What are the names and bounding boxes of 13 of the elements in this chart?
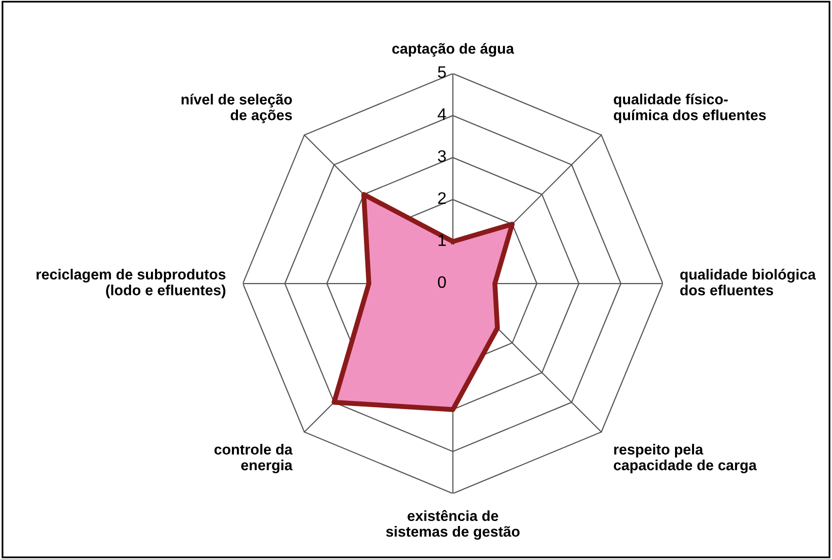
y-tick-label: 3 (438, 150, 446, 162)
spoke-label: existência de sistemas de gestão (386, 510, 520, 540)
spoke-label: respeito pela capacidade de carga (614, 444, 757, 474)
spoke-label: qualidade biológica dos efluentes (680, 268, 816, 296)
y-tick-label: 0 (438, 276, 446, 288)
spoke-label: qualidade físico- química dos efluentes (614, 94, 766, 124)
y-tick-label: 2 (438, 192, 446, 204)
y-tick-label: 4 (438, 108, 446, 120)
spoke-label: captação de água (392, 42, 514, 57)
y-tick-label: 5 (438, 66, 446, 78)
spoke-label: nível de seleção de ações (182, 94, 292, 124)
spoke-label: reciclagem de subprodutos (lodo e efluentes) (36, 268, 226, 298)
spoke-label: controle da energia (214, 444, 293, 474)
